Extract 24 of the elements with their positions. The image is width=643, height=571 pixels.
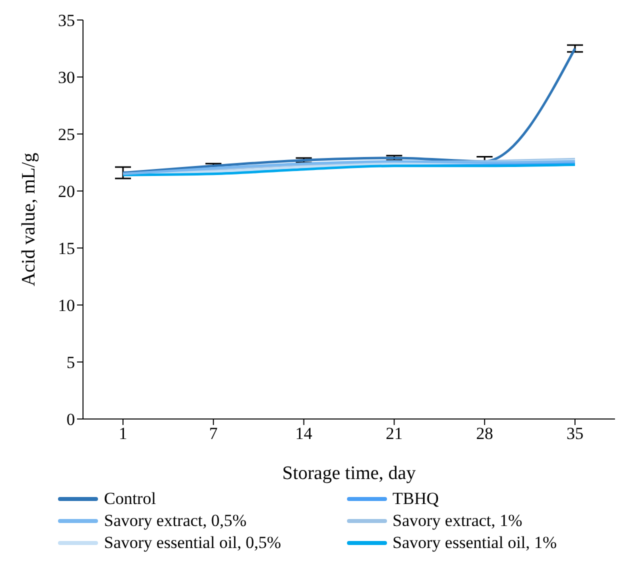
x-axis-title: Storage time, day bbox=[282, 463, 416, 484]
y-tick-label: 20 bbox=[58, 182, 75, 202]
y-tick-label: 15 bbox=[58, 239, 75, 258]
y-tick-label: 35 bbox=[58, 11, 75, 30]
legend-label: TBHQ bbox=[392, 489, 439, 509]
line-series bbox=[122, 47, 576, 174]
y-tick-label: 10 bbox=[58, 296, 75, 316]
y-tick-label: 30 bbox=[58, 68, 75, 88]
legend-label: Savory extract, 0,5% bbox=[104, 511, 247, 531]
x-tick-label: 35 bbox=[566, 424, 584, 444]
x-tick-label: 14 bbox=[295, 424, 313, 444]
legend-label: Savory essential oil, 1% bbox=[392, 533, 557, 553]
legend-label: Control bbox=[104, 489, 156, 509]
y-tick-label: 25 bbox=[58, 125, 75, 144]
legend-label: Savory essential oil, 0,5% bbox=[104, 533, 282, 553]
y-tick-label: 0 bbox=[66, 410, 75, 430]
legend-label: Savory extract, 1% bbox=[392, 511, 522, 531]
x-tick-label: 7 bbox=[209, 424, 218, 444]
y-tick-label: 5 bbox=[66, 353, 75, 372]
y-axis-title: Acid value, mL/g bbox=[18, 152, 40, 286]
x-tick-label: 28 bbox=[476, 424, 494, 444]
line-series bbox=[122, 164, 576, 176]
x-tick-label: 1 bbox=[118, 424, 128, 444]
x-tick-label: 21 bbox=[386, 424, 403, 444]
